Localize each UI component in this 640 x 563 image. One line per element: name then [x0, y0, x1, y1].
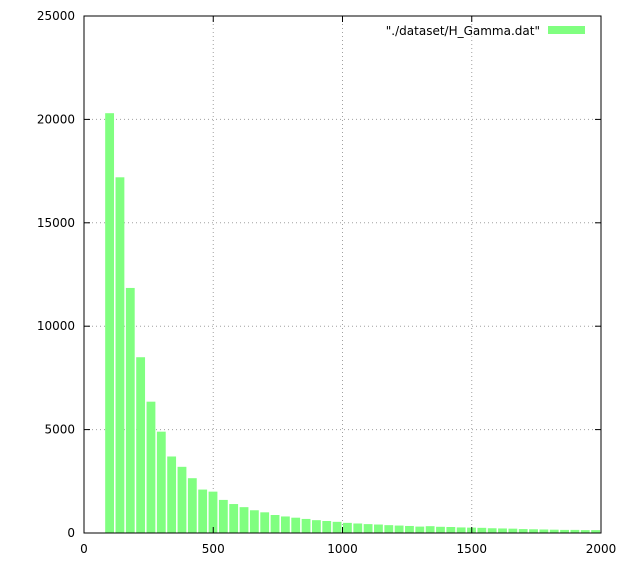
histogram-bar: [239, 507, 249, 533]
histogram-bar: [260, 512, 270, 533]
histogram-bar: [301, 518, 311, 533]
histogram-bar: [498, 528, 507, 533]
histogram-bar: [311, 520, 321, 533]
histogram-bar: [105, 113, 115, 534]
histogram-bar: [208, 491, 218, 533]
histogram-bar: [136, 357, 146, 533]
legend-swatch: [548, 26, 585, 34]
x-tick-label: 500: [202, 542, 225, 556]
histogram-bar: [425, 526, 435, 533]
y-tick-label: 5000: [44, 423, 75, 437]
histogram-bar: [394, 525, 404, 533]
histogram-bar: [487, 528, 497, 533]
x-tick-label: 1500: [456, 542, 487, 556]
y-tick-label: 15000: [37, 216, 75, 230]
y-tick-label: 10000: [37, 319, 75, 333]
histogram-bar: [125, 287, 135, 533]
histogram-bar: [270, 515, 280, 533]
histogram-bar: [549, 529, 559, 533]
histogram-bar: [198, 489, 208, 533]
histogram-bar: [415, 526, 425, 533]
histogram-bar: [436, 526, 445, 533]
x-tick-label: 2000: [586, 542, 617, 556]
y-tick-label: 25000: [37, 9, 75, 23]
histogram-bar: [343, 522, 352, 533]
legend-label: "./dataset/H_Gamma.dat": [386, 24, 540, 38]
tick-marks: [83, 15, 602, 534]
histogram-bar: [477, 527, 487, 533]
x-tick-labels: 0 500 1000 1500 2000: [80, 542, 616, 556]
histogram-bar: [353, 523, 363, 533]
histogram-bar: [518, 529, 528, 533]
histogram-bar: [539, 529, 549, 533]
histogram-bar: [529, 529, 538, 533]
histogram-bar: [456, 527, 466, 533]
y-tick-label: 20000: [37, 112, 75, 126]
histogram-bar: [218, 499, 228, 533]
bars-group: [105, 113, 600, 534]
histogram-bar: [156, 431, 166, 533]
histogram-bar: [560, 529, 569, 533]
legend: "./dataset/H_Gamma.dat": [386, 24, 585, 38]
histogram-bar: [363, 524, 373, 533]
histogram-bar: [322, 521, 332, 533]
histogram-bar: [187, 478, 197, 533]
histogram-bar: [580, 530, 590, 533]
y-tick-label: 0: [67, 526, 75, 540]
histogram-bar: [570, 529, 580, 533]
histogram-bar: [249, 510, 259, 533]
histogram-bar: [280, 516, 290, 533]
histogram-bar: [374, 524, 383, 533]
histogram-bar: [291, 517, 301, 533]
histogram-bar: [177, 466, 187, 533]
histogram-bar: [384, 525, 394, 533]
x-tick-label: 1000: [327, 542, 358, 556]
histogram-bar: [167, 456, 177, 533]
histogram-bar: [446, 527, 456, 533]
histogram-bar: [229, 504, 239, 533]
histogram-bar: [115, 177, 125, 533]
histogram-bar: [508, 528, 518, 533]
histogram-bar: [332, 521, 342, 533]
histogram-bar: [591, 530, 600, 533]
histogram-bar: [146, 401, 156, 533]
x-tick-label: 0: [80, 542, 88, 556]
y-tick-labels: 0 5000 10000 15000 20000 25000: [37, 9, 75, 540]
histogram-bar: [405, 525, 414, 533]
